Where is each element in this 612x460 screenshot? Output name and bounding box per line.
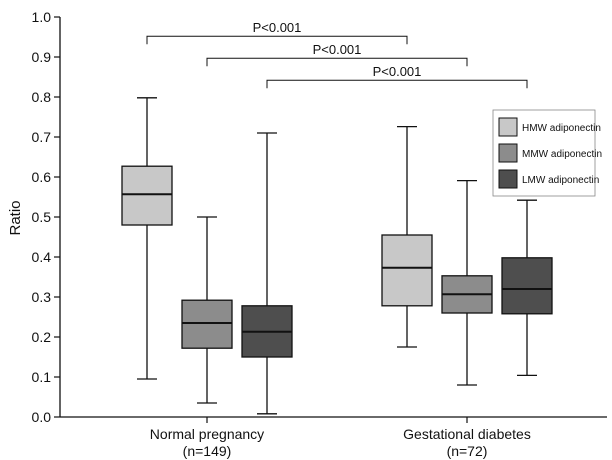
iqr-box [181,299,233,349]
x-category-label: Normal pregnancy [150,426,264,442]
y-tick-label: 0.1 [32,369,52,385]
x-axis: Normal pregnancy(n=149) Gestational diabe… [150,417,531,459]
significance-annotations: P<0.001 P<0.001 P<0.001 [146,20,528,89]
y-tick-label: 0.9 [32,49,52,65]
x-category-label: Gestational diabetes [403,426,531,442]
x-category-count: (n=72) [447,443,488,459]
box-hmw-adiponectin [121,97,173,380]
y-axis-title: Ratio [7,200,24,235]
legend-label: HMW adiponectin [522,123,601,134]
box-mmw-adiponectin [441,179,493,386]
box-lmw-adiponectin [501,199,553,377]
legend-swatch [498,143,518,163]
significance-bracket: P<0.001 [206,42,468,67]
y-tick-label: 0.6 [32,169,52,185]
y-tick-label: 0.3 [32,289,52,305]
legend-label: MMW adiponectin [522,149,602,160]
y-tick-label: 0.0 [32,409,52,425]
p-value-label: P<0.001 [373,64,422,79]
iqr-box [501,257,553,315]
iqr-box [121,165,173,226]
p-value-label: P<0.001 [313,42,362,57]
y-tick-label: 0.8 [32,89,52,105]
y-tick-label: 0.5 [32,209,52,225]
legend-swatch [498,169,518,189]
legend: HMW adiponectin MMW adiponectin LMW adipon… [492,109,602,197]
iqr-box [381,234,433,307]
y-tick-label: 0.2 [32,329,52,345]
p-value-label: P<0.001 [253,20,302,35]
x-category-count: (n=149) [183,443,232,459]
box-mmw-adiponectin [181,216,233,404]
bracket-line [146,35,408,45]
legend-swatch [498,117,518,137]
y-tick-label: 0.4 [32,249,52,265]
y-axis: 0.0 0.1 0.2 0.3 0.4 0.5 0.6 0.7 0.8 0.9 1.0 [32,9,60,425]
bracket-line [206,57,468,67]
box-hmw-adiponectin [381,125,433,348]
bracket-line [266,79,528,89]
y-tick-label: 1.0 [32,9,52,25]
significance-bracket: P<0.001 [266,64,528,89]
significance-bracket: P<0.001 [146,20,408,45]
boxplot-series [121,97,553,415]
legend-label: LMW adiponectin [522,175,599,186]
y-tick-label: 0.7 [32,129,52,145]
box-lmw-adiponectin [241,132,293,415]
